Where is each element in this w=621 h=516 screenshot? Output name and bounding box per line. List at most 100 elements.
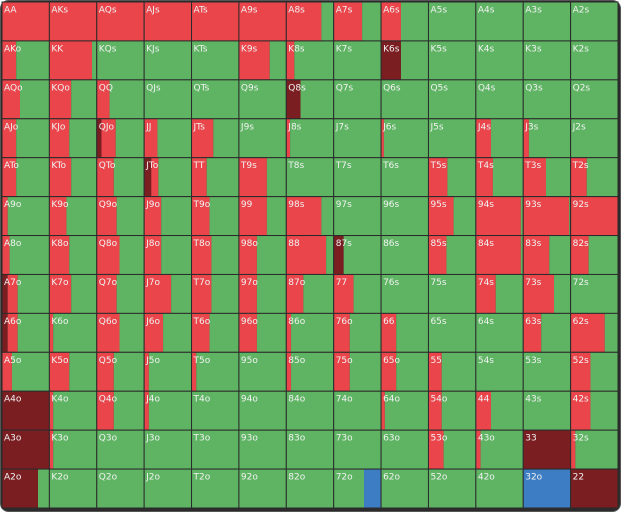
frequency-segment [286, 274, 304, 314]
hand-label: K3o [51, 434, 69, 444]
frequency-segment [96, 235, 120, 275]
frequency-segment [604, 313, 618, 353]
frequency-segment [96, 274, 117, 314]
hand-label: 75o [336, 356, 353, 366]
hand-label: 74s [478, 278, 494, 288]
frequency-segment [475, 430, 481, 470]
frequency-segment [475, 79, 524, 119]
frequency-segment [116, 196, 145, 236]
frequency-segment [570, 196, 618, 236]
frequency-segment [196, 352, 239, 392]
frequency-segment [381, 235, 429, 275]
frequency-segment [144, 79, 192, 119]
hand-label: J5o [145, 356, 160, 366]
frequency-segment [575, 430, 618, 470]
hand-label: A9o [4, 200, 22, 210]
frequency-segment [96, 313, 120, 353]
hand-label: 96s [383, 200, 399, 210]
hand-label: 64o [383, 395, 400, 405]
frequency-segment [523, 79, 571, 119]
frequency-segment [480, 430, 524, 470]
frequency-segment [17, 274, 50, 314]
frequency-segment [206, 157, 239, 197]
hand-label: 52o [430, 473, 447, 483]
hand-label: 62o [383, 473, 400, 483]
frequency-segment [428, 430, 444, 470]
hand-label: 99 [241, 200, 253, 210]
frequency-segment [384, 391, 429, 431]
frequency-segment [158, 157, 192, 197]
frequency-segment [266, 196, 287, 236]
frequency-segment [333, 118, 382, 158]
frequency-segment [209, 313, 239, 353]
hand-label: 73o [336, 434, 353, 444]
hand-label: JTo [145, 161, 159, 171]
frequency-segment [428, 313, 476, 353]
frequency-segment [144, 40, 192, 80]
frequency-segment [49, 157, 72, 197]
hand-label: K8o [51, 239, 69, 249]
frequency-segment [49, 469, 97, 508]
frequency-segment [381, 313, 397, 353]
hand-label: 64s [478, 317, 494, 327]
frequency-segment [101, 118, 116, 158]
frequency-segment [570, 469, 618, 508]
frequency-segment [238, 40, 270, 80]
frequency-segment [381, 40, 401, 80]
frequency-segment [49, 40, 93, 80]
frequency-segment [333, 2, 363, 41]
frequency-segment [520, 196, 524, 236]
frequency-segment [144, 313, 164, 353]
hand-label: J3s [524, 122, 538, 132]
frequency-segment [570, 157, 587, 197]
frequency-segment [191, 274, 212, 314]
hand-label: Q3s [525, 83, 543, 93]
frequency-segment [69, 352, 97, 392]
hand-label: ATs [194, 6, 208, 16]
hand-label: 74o [336, 395, 353, 405]
hand-label: J2s [572, 122, 586, 132]
hand-label: 73s [525, 278, 541, 288]
hand-label: Q5o [99, 356, 118, 366]
hand-label: K9s [241, 44, 258, 54]
frequency-segment [381, 391, 385, 431]
frequency-segment [333, 352, 350, 392]
hand-label: Q8s [288, 83, 306, 93]
frequency-segment [396, 313, 429, 353]
frequency-segment [191, 2, 239, 41]
frequency-segment [570, 391, 591, 431]
frequency-segment [333, 469, 365, 508]
frequency-segment [453, 196, 476, 236]
hand-label: 54o [430, 395, 447, 405]
frequency-segment [475, 40, 524, 80]
frequency-segment [321, 196, 334, 236]
frequency-segment [191, 196, 210, 236]
frequency-segment [191, 391, 239, 431]
hand-label: 77 [336, 278, 347, 288]
frequency-segment [381, 352, 397, 392]
frequency-segment [523, 196, 570, 236]
frequency-segment [11, 352, 50, 392]
hand-label: K5s [430, 44, 447, 54]
hand-label: 32s [573, 434, 589, 444]
frequency-segment [333, 430, 382, 470]
frequency-segment [381, 2, 401, 41]
frequency-segment [144, 274, 172, 314]
frequency-segment [49, 79, 72, 119]
frequency-segment [209, 196, 239, 236]
frequency-segment [428, 196, 454, 236]
frequency-segment [144, 196, 162, 236]
frequency-segment [171, 274, 192, 314]
hand-label: A4s [478, 6, 495, 16]
frequency-segment [570, 2, 618, 41]
frequency-segment [213, 118, 239, 158]
hand-label: AJo [4, 122, 19, 132]
frequency-segment [441, 391, 476, 431]
hand-label: KQo [51, 83, 70, 93]
frequency-segment [381, 79, 429, 119]
frequency-segment [492, 157, 524, 197]
frequency-segment [569, 196, 571, 236]
hand-label: 42o [478, 473, 495, 483]
hand-label: 63o [383, 434, 400, 444]
hand-label: A5o [4, 356, 22, 366]
